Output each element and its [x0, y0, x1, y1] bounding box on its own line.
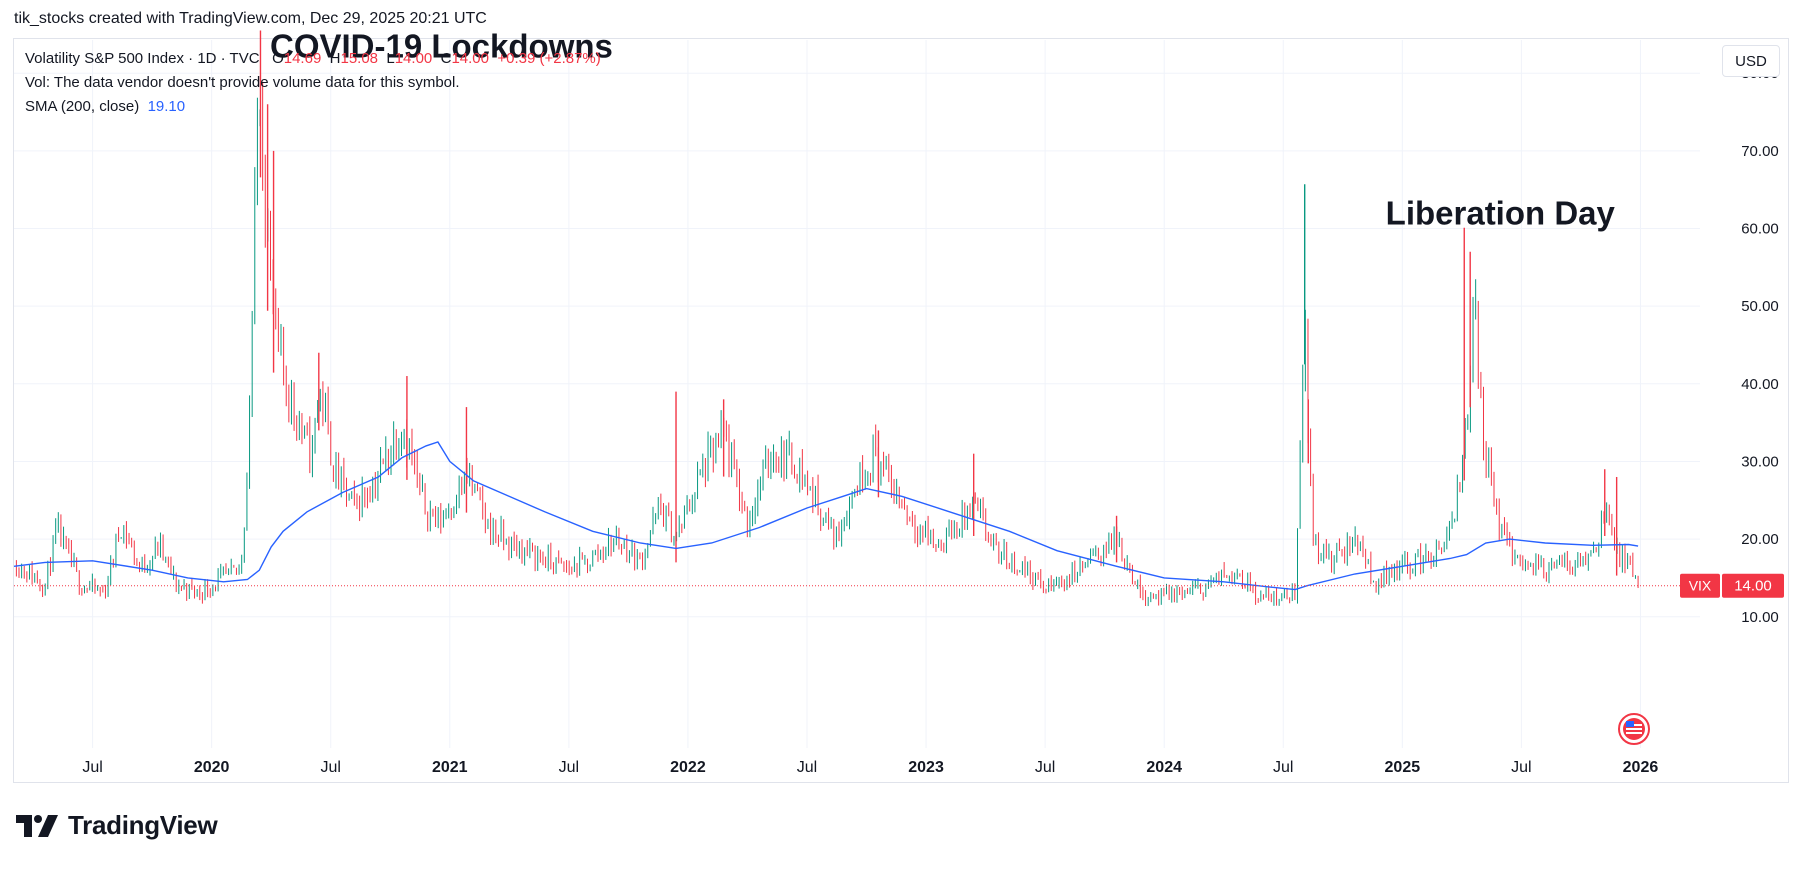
- last-price-label: 14.00: [1734, 578, 1772, 595]
- x-tick-label: 2026: [1623, 759, 1659, 776]
- symbol-badge: VIX: [1689, 578, 1712, 594]
- chart-annotation: COVID-19 Lockdowns: [270, 28, 613, 65]
- last-price-layer: VIX 14.00: [14, 573, 1784, 598]
- x-tick-label: Jul: [797, 759, 817, 776]
- symbol-title[interactable]: Volatility S&P 500 Index · 1D · TVC: [25, 50, 260, 67]
- x-tick-label: 2025: [1385, 759, 1421, 776]
- brand-name: TradingView: [68, 810, 218, 840]
- y-tick-label: 30.00: [1741, 453, 1779, 470]
- x-tick-label: Jul: [1273, 759, 1293, 776]
- chart-attribution: tik_stocks created with TradingView.com,…: [14, 10, 487, 27]
- x-tick-label: Jul: [1035, 759, 1055, 776]
- grid-lines: [14, 40, 1700, 748]
- chart-annotation: Liberation Day: [1386, 195, 1616, 232]
- y-tick-label: 50.00: [1741, 298, 1779, 315]
- x-tick-label: 2024: [1146, 759, 1182, 776]
- time-axis: Jul 2020 Jul 2021 Jul 2022 Jul 2023 Jul 2024 Jul 20…: [82, 759, 1658, 776]
- y-tick-label: 70.00: [1741, 143, 1779, 160]
- y-tick-label: 20.00: [1741, 531, 1779, 548]
- sma-layer: [13, 441, 1639, 591]
- sma-legend[interactable]: SMA (200, close) 19.10: [25, 98, 185, 115]
- price-badge-bg: [1722, 573, 1784, 598]
- symbol-badge-bg: [1680, 573, 1720, 598]
- volume-note: Vol: The data vendor doesn't provide vol…: [25, 74, 460, 91]
- y-tick-label: 60.00: [1741, 221, 1779, 238]
- flag-icon: [1618, 713, 1650, 745]
- x-tick-label: Jul: [559, 759, 579, 776]
- y-tick-label: 40.00: [1741, 376, 1779, 393]
- price-change: +0.39 (+2.87%): [497, 50, 601, 67]
- chart-frame: [13, 38, 1789, 783]
- sma-label: SMA (200, close): [25, 98, 140, 115]
- x-tick-label: 2020: [194, 759, 230, 776]
- x-tick-label: Jul: [82, 759, 102, 776]
- currency-button[interactable]: USD: [1722, 45, 1780, 77]
- tradingview-logo: TradingView: [16, 810, 218, 841]
- x-tick-label: 2021: [432, 759, 468, 776]
- y-tick-label: 10.00: [1741, 609, 1779, 626]
- ohlc-values: O14.69 H15.08 L14.00 C14.00 +0.39 (+2.87…: [272, 50, 601, 67]
- x-tick-label: 2023: [908, 759, 944, 776]
- symbol-legend: Volatility S&P 500 Index · 1D · TVC O14.…: [25, 50, 601, 67]
- annotations-layer: COVID-19 Lockdowns Liberation Day: [270, 28, 1616, 232]
- sma-value: 19.10: [147, 98, 186, 115]
- candles: [15, 30, 1639, 607]
- x-tick-label: Jul: [1511, 759, 1531, 776]
- x-tick-label: Jul: [320, 759, 340, 776]
- x-tick-label: 2022: [670, 759, 706, 776]
- sma-line: [13, 441, 1639, 591]
- tradingview-logo-icon: [16, 814, 58, 837]
